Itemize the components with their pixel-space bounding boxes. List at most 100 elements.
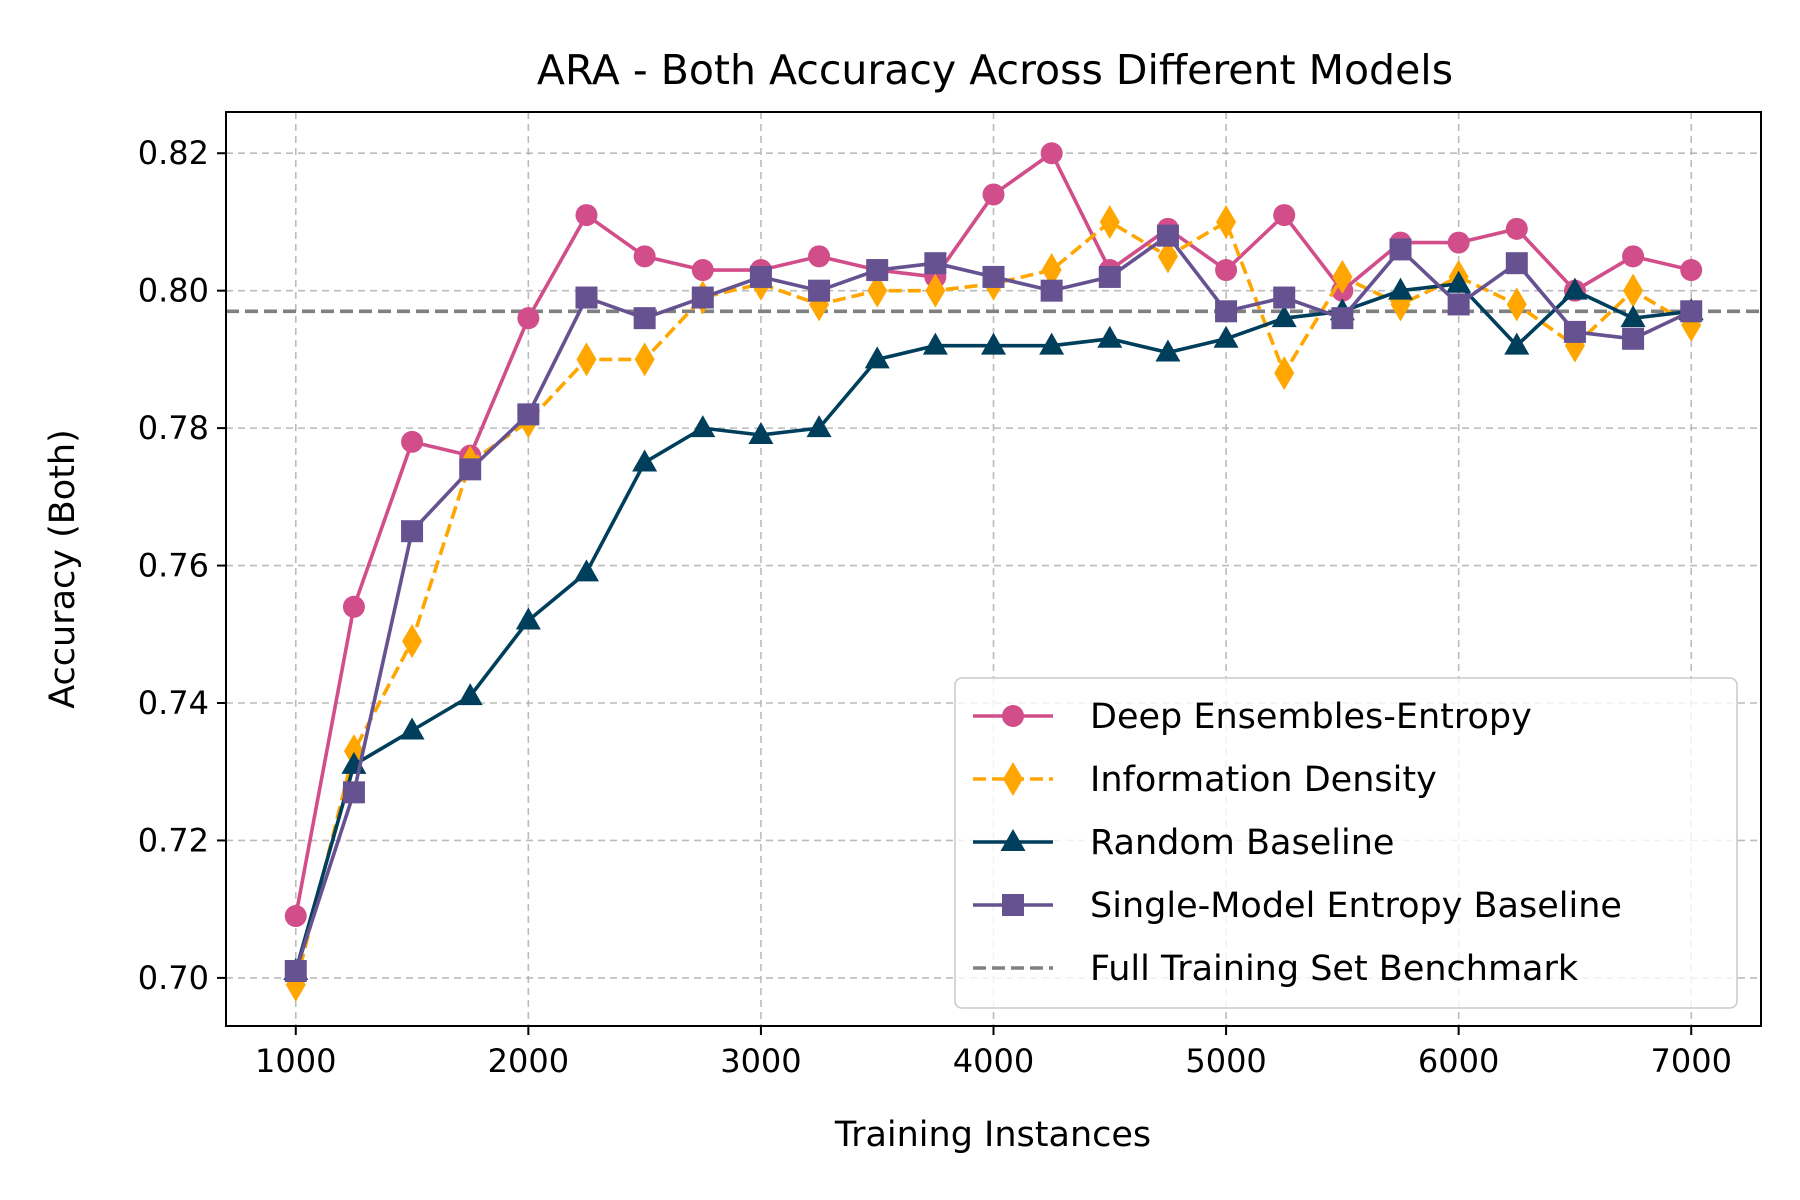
data-point — [573, 559, 599, 582]
data-point — [632, 449, 658, 472]
legend-marker — [1002, 894, 1024, 916]
data-point — [342, 781, 365, 804]
data-point — [575, 286, 598, 309]
x-tick-label: 6000 — [1418, 1042, 1499, 1080]
data-point — [1388, 277, 1414, 300]
y-tick-label: 0.72 — [138, 821, 209, 859]
data-point — [1505, 252, 1528, 275]
x-tick-label: 1000 — [255, 1042, 336, 1080]
data-point — [284, 905, 307, 928]
data-point — [1213, 325, 1239, 348]
data-point — [1274, 356, 1295, 391]
data-point — [1562, 277, 1588, 300]
legend-marker — [1002, 705, 1024, 727]
data-point — [1622, 327, 1645, 350]
data-point — [634, 342, 655, 377]
data-point — [459, 458, 482, 481]
data-point — [515, 607, 541, 630]
data-point — [1215, 300, 1238, 323]
data-point — [1157, 239, 1178, 274]
data-point — [1447, 231, 1470, 254]
data-point — [1331, 307, 1354, 330]
data-point — [1332, 259, 1353, 294]
data-point — [1041, 253, 1062, 288]
chart-title: ARA - Both Accuracy Across Different Mod… — [537, 46, 1453, 94]
data-point — [925, 273, 946, 308]
data-point — [1620, 305, 1646, 328]
legend: Deep Ensembles-Entropy Information Densit… — [954, 677, 1738, 1009]
data-point — [808, 279, 831, 302]
data-point — [808, 245, 831, 268]
data-point — [864, 346, 890, 369]
data-point — [691, 259, 714, 282]
data-point — [343, 734, 364, 769]
data-point — [981, 332, 1006, 355]
data-point — [1504, 332, 1530, 355]
data-point — [1039, 332, 1065, 355]
series-4 — [284, 224, 1703, 983]
data-point — [1446, 270, 1472, 293]
legend-label: Deep Ensembles-Entropy — [1090, 697, 1532, 737]
y-tick-label: 0.80 — [138, 272, 209, 310]
data-point — [690, 415, 716, 438]
data-point — [401, 430, 424, 453]
legend-marker — [1003, 762, 1023, 796]
y-tick-label: 0.82 — [138, 134, 209, 172]
data-point — [1622, 245, 1645, 268]
data-point — [1389, 238, 1412, 261]
legend-label: Information Density — [1090, 760, 1437, 800]
data-point — [748, 421, 774, 444]
data-point — [517, 403, 540, 426]
data-point — [1680, 300, 1703, 323]
legend-label: Full Training Set Benchmark — [1090, 949, 1579, 989]
y-axis-label: Accuracy (Both) — [43, 429, 83, 709]
data-point — [1680, 259, 1703, 282]
x-tick-label: 4000 — [953, 1042, 1034, 1080]
data-point — [1623, 273, 1644, 308]
data-point — [982, 183, 1005, 206]
legend-box — [954, 677, 1738, 1009]
legend-label: Random Baseline — [1090, 823, 1394, 863]
data-point — [1040, 279, 1063, 302]
data-point — [1215, 259, 1238, 282]
legend-entry: Full Training Set Benchmark — [973, 949, 1579, 989]
data-point — [1506, 287, 1527, 322]
x-tick-label: 7000 — [1651, 1042, 1732, 1080]
data-point — [284, 960, 307, 983]
legend-entry: Single-Model Entropy Baseline — [973, 886, 1622, 926]
data-point — [1099, 204, 1120, 239]
data-point — [1098, 265, 1121, 288]
data-point — [1156, 224, 1179, 247]
data-point — [457, 683, 483, 706]
x-tick-label: 3000 — [720, 1042, 801, 1080]
y-tick-label: 0.70 — [138, 959, 209, 997]
y-tick-label: 0.78 — [138, 409, 209, 447]
data-point — [1155, 339, 1181, 362]
data-point — [342, 595, 365, 618]
data-point — [402, 624, 423, 659]
y-tick-group: 0.70 0.72 0.74 0.76 0.78 0.80 0.82 — [138, 134, 226, 997]
y-tick-label: 0.74 — [138, 684, 209, 722]
y-tick-label: 0.76 — [138, 547, 209, 585]
legend-entry: Random Baseline — [973, 823, 1394, 863]
data-point — [749, 265, 772, 288]
data-point — [922, 332, 948, 355]
data-point — [866, 259, 889, 282]
data-point — [401, 520, 424, 543]
legend-entry: Information Density — [973, 760, 1437, 800]
data-point — [1097, 325, 1123, 348]
data-point — [517, 307, 540, 330]
data-point — [1563, 320, 1586, 343]
data-point — [1505, 217, 1528, 240]
plot-area-frame — [225, 111, 1762, 1027]
data-point — [1216, 204, 1237, 239]
data-point — [399, 717, 425, 740]
legend-entry: Deep Ensembles-Entropy — [973, 697, 1532, 737]
data-point — [575, 204, 598, 227]
x-axis-label: Training Instances — [834, 1115, 1151, 1155]
x-tick-label: 5000 — [1185, 1042, 1266, 1080]
x-tick-label: 2000 — [488, 1042, 569, 1080]
data-point — [576, 342, 597, 377]
